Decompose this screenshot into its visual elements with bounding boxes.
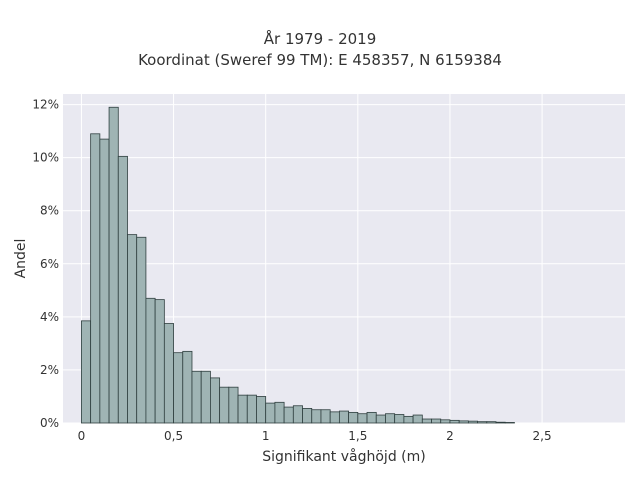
- histogram-bar: [394, 414, 405, 424]
- histogram-bar: [108, 106, 119, 424]
- histogram-bar: [320, 409, 331, 424]
- histogram-bar: [403, 415, 414, 424]
- histogram-bar: [504, 422, 515, 424]
- y-tick-label: 4%: [40, 310, 59, 324]
- y-tick-label: 6%: [40, 257, 59, 271]
- histogram-bar: [274, 401, 285, 424]
- histogram-bars: [81, 106, 515, 424]
- x-tick-label: 0,5: [164, 429, 183, 443]
- histogram-bar: [90, 133, 101, 424]
- x-axis-ticks: 0 0,5 1 1,5 2 2,5: [78, 429, 552, 443]
- y-tick-label: 0%: [40, 416, 59, 430]
- histogram-bar: [99, 138, 110, 424]
- histogram-bar: [338, 410, 350, 424]
- histogram-bar: [117, 155, 128, 424]
- histogram-bar: [136, 236, 147, 424]
- histogram-bar: [467, 420, 478, 424]
- histogram-bar: [219, 386, 230, 424]
- histogram-bar: [486, 421, 497, 424]
- histogram-bar: [265, 402, 276, 424]
- x-tick-label: 1: [262, 429, 270, 443]
- histogram-bar: [357, 413, 368, 424]
- histogram-bar: [292, 405, 303, 424]
- histogram-bar: [477, 421, 488, 424]
- y-tick-label: 12%: [32, 98, 59, 112]
- histogram-bar: [191, 370, 202, 424]
- y-axis-ticks: 0% 2% 4% 6% 8% 10% 12%: [32, 98, 59, 430]
- x-axis-label: Signifikant våghöjd (m): [262, 448, 425, 465]
- histogram-bar: [182, 350, 193, 424]
- histogram-bar: [81, 320, 92, 424]
- histogram-bar: [246, 394, 257, 424]
- histogram-bar: [173, 352, 184, 424]
- histogram-bar: [237, 394, 248, 424]
- y-tick-label: 2%: [40, 363, 59, 377]
- histogram-bar: [302, 408, 313, 424]
- histogram-bar: [329, 411, 340, 424]
- histogram-bar: [228, 386, 239, 424]
- histogram-bar: [440, 419, 451, 424]
- histogram-bar: [375, 414, 386, 424]
- x-tick-label: 2,5: [533, 429, 552, 443]
- histogram-bar: [458, 420, 469, 424]
- y-axis-label: Andel: [13, 239, 29, 279]
- y-tick-label: 10%: [32, 151, 59, 165]
- histogram-bar: [200, 370, 211, 424]
- histogram-bar: [348, 411, 359, 424]
- chart-title-line-1: År 1979 - 2019: [263, 30, 377, 48]
- histogram-bar: [210, 377, 221, 424]
- histogram-bar: [366, 411, 377, 424]
- histogram-bar: [412, 414, 423, 424]
- histogram-bar: [256, 396, 267, 424]
- histogram-bar: [421, 418, 432, 424]
- histogram-bar: [311, 409, 322, 424]
- histogram-bar: [449, 419, 460, 424]
- x-tick-label: 1,5: [348, 429, 367, 443]
- histogram-bar: [385, 413, 396, 424]
- histogram-bar: [154, 299, 165, 424]
- histogram-bar: [163, 323, 174, 424]
- histogram-bar: [127, 234, 138, 424]
- y-tick-label: 8%: [40, 204, 59, 218]
- x-tick-label: 0: [78, 429, 86, 443]
- x-tick-label: 2: [446, 429, 454, 443]
- histogram-bar: [495, 421, 506, 424]
- histogram-bar: [145, 297, 156, 424]
- histogram-bar: [431, 418, 442, 424]
- chart-title-line-2: Koordinat (Sweref 99 TM): E 458357, N 61…: [138, 51, 502, 69]
- histogram-bar: [283, 406, 294, 424]
